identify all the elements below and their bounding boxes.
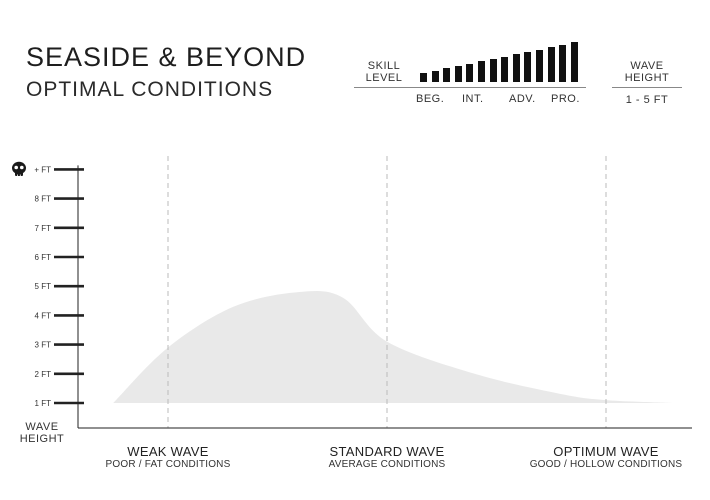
skill-bar xyxy=(512,54,520,82)
y-tick-label: 2 FT xyxy=(35,370,52,379)
category-dividers xyxy=(167,156,607,428)
y-tick-label: 1 FT xyxy=(35,399,52,408)
skull-icon xyxy=(12,161,26,177)
skill-bar xyxy=(431,70,439,82)
category-standard-wave-description: AVERAGE CONDITIONS xyxy=(328,459,446,470)
skill-bar xyxy=(454,65,462,82)
y-tick-label: + FT xyxy=(34,165,51,174)
category-standard-wave: STANDARD WAVE xyxy=(329,444,445,459)
y-axis-ticks: 1 FT 2 FT 3 FT 4 FT 5 FT 6 FT 7 FT 8 FT + FT xyxy=(34,165,84,408)
skill-legend-rule xyxy=(354,87,586,88)
y-axis-title: WAVE HEIGHT xyxy=(19,421,65,445)
skill-bar xyxy=(466,63,474,82)
category-optimum-wave: OPTIMUM WAVE xyxy=(553,444,659,459)
skill-bar xyxy=(478,61,485,82)
skill-tick-advanced: ADV. xyxy=(509,93,536,105)
skill-tick-beginner: BEG. xyxy=(416,93,445,105)
skill-level-label: SKILL LEVEL xyxy=(365,60,403,84)
y-tick-label: 4 FT xyxy=(35,311,52,320)
category-weak-wave: WEAK WAVE xyxy=(127,444,209,459)
skill-bar xyxy=(489,58,497,82)
y-tick-label: 6 FT xyxy=(35,253,52,262)
y-tick-label: 8 FT xyxy=(35,195,52,204)
skill-bar xyxy=(570,42,578,82)
skill-bar xyxy=(547,47,555,82)
skill-bar xyxy=(524,51,532,82)
skill-tick-intermediate: INT. xyxy=(462,93,484,105)
skill-bar xyxy=(536,49,543,82)
y-tick-label: 3 FT xyxy=(35,341,52,350)
skill-bar xyxy=(420,73,427,82)
skill-bar xyxy=(559,44,567,82)
skill-tick-pro: PRO. xyxy=(551,93,580,105)
skill-bar xyxy=(443,68,451,82)
wave-height-legend-rule xyxy=(612,87,682,88)
chart-title: SEASIDE & BEYOND xyxy=(26,42,307,72)
category-weak-wave-description: POOR / FAT CONDITIONS xyxy=(105,459,231,470)
wave-area xyxy=(113,291,672,403)
y-tick-label: 7 FT xyxy=(35,224,52,233)
wave-height-range: 1 - 5 FT xyxy=(625,94,669,106)
wave-height-legend-label: WAVE HEIGHT xyxy=(624,60,670,84)
y-tick-label: 5 FT xyxy=(35,282,52,291)
skill-bar xyxy=(501,56,509,82)
category-optimum-wave-description: GOOD / HOLLOW CONDITIONS xyxy=(529,459,683,470)
chart-subtitle: OPTIMAL CONDITIONS xyxy=(26,78,274,101)
